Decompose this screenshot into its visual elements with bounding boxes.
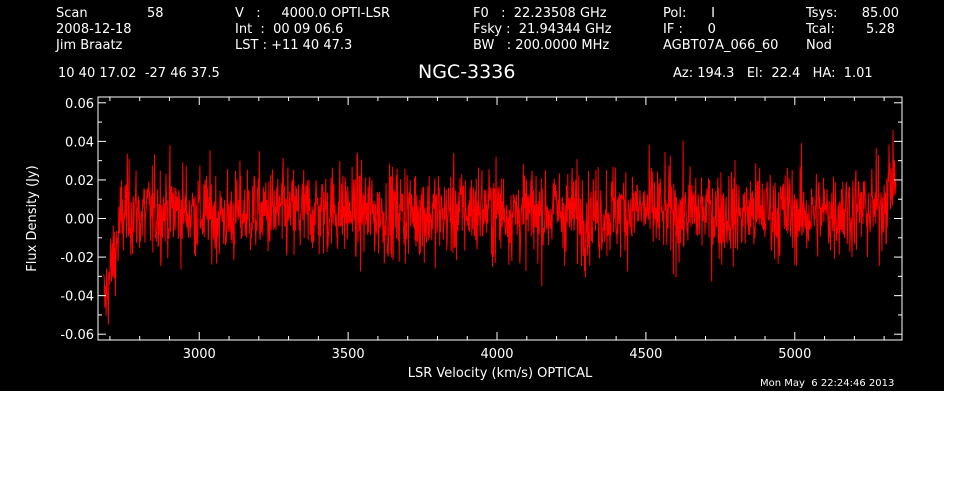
fsky-label: Fsky : 21.94344 GHz (473, 22, 612, 37)
x-tick-label: 4500 (629, 347, 662, 362)
x-tick-label: 5000 (778, 347, 811, 362)
coordinates: 10 40 17.02 -27 46 37.5 (58, 66, 220, 81)
tcal-value: 5.28 (866, 22, 895, 37)
if-label: IF : 0 (663, 22, 716, 37)
y-axis-label: Flux Density (Jy) (25, 165, 40, 271)
tsys-label: Tsys: (806, 6, 838, 21)
y-tick-label: 0.06 (65, 97, 94, 112)
axes-layer: 3000 3500 4000 4500 5000 -0.06 -0.04 -0.02 0.00 0… (60, 96, 903, 362)
tsys-value: 85.00 (861, 6, 899, 21)
mode-label: Nod (806, 38, 832, 53)
y-tick-label: -0.06 (60, 328, 94, 343)
y-tick-label: -0.04 (60, 290, 94, 305)
y-tick-label: 0.02 (65, 174, 94, 189)
x-tick-label: 4000 (480, 347, 513, 362)
integration-label: Int : 00 09 06.6 (235, 22, 344, 37)
spectrum-panel: Scan 58 2008-12-18 Jim Braatz V : 4000.0… (0, 0, 944, 391)
x-tick-label: 3000 (183, 347, 216, 362)
source-title: NGC-3336 (418, 61, 516, 83)
pol-label: Pol: I (663, 6, 715, 21)
lst-label: LST : +11 40 47.3 (235, 38, 353, 53)
f0-label: F0 : 22.23508 GHz (473, 6, 607, 21)
y-tick-label: -0.02 (60, 251, 94, 266)
tcal-label: Tcal: (806, 22, 835, 37)
spectrum-chart: 3000 3500 4000 4500 5000 -0.06 -0.04 -0.02 0.00 0… (25, 96, 903, 381)
series-layer (103, 129, 897, 325)
date-label: 2008-12-18 (56, 22, 132, 37)
y-tick-label: 0.04 (65, 135, 94, 150)
observer-label: Jim Braatz (56, 38, 123, 53)
x-tick-label: 3500 (332, 347, 365, 362)
x-axis-label: LSR Velocity (km/s) OPTICAL (408, 366, 593, 381)
bw-label: BW : 200.0000 MHz (473, 38, 610, 53)
pointing-info: Az: 194.3 El: 22.4 HA: 1.01 (673, 66, 873, 81)
timestamp: Mon May 6 22:24:46 2013 (760, 378, 895, 389)
project-label: AGBT07A_066_60 (663, 38, 779, 53)
scan-label: Scan (56, 6, 88, 21)
scan-number: 58 (147, 6, 164, 21)
spectrum-line (103, 129, 897, 325)
y-tick-label: 0.00 (65, 213, 94, 228)
velocity-label: V : 4000.0 OPTI-LSR (235, 6, 391, 21)
